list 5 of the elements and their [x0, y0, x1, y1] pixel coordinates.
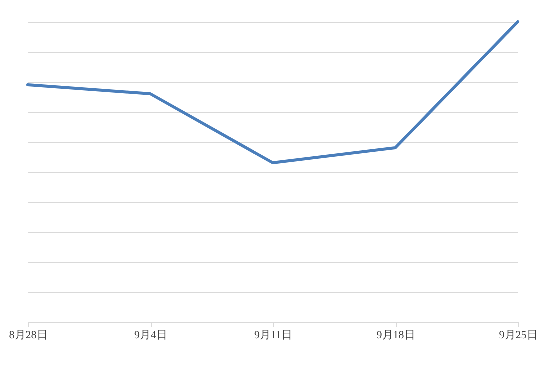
- x-tick-label: 8月28日: [9, 330, 48, 342]
- x-tick-label: 9月4日: [134, 330, 168, 342]
- x-tick-label: 9月11日: [254, 330, 293, 342]
- x-tick-label: 9月18日: [376, 330, 416, 342]
- x-tick-label: 9月25日: [499, 330, 538, 342]
